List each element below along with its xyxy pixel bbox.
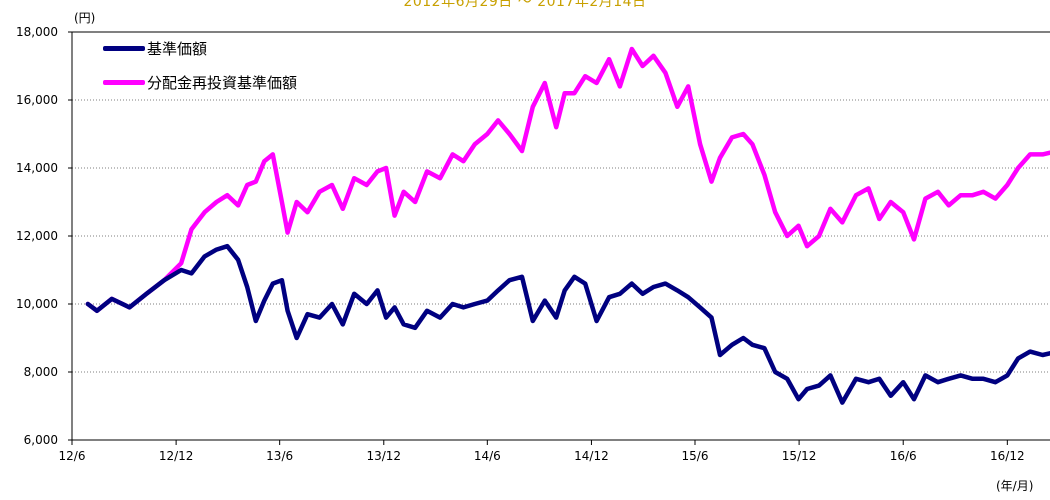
- series-line-nav: [85, 243, 1050, 405]
- y-tick-label: 18,000: [16, 25, 58, 39]
- x-tick-label: 12/12: [159, 449, 194, 463]
- series-layer: [85, 46, 1050, 405]
- y-axis-ticks: 6,000 8,000 10,000 12,000 14,000 16,000 18,000: [16, 25, 72, 447]
- legend-label-nav: 基準価額: [147, 39, 208, 58]
- x-axis-unit-label: (年/月): [996, 479, 1034, 493]
- x-tick-label: 14/12: [574, 449, 609, 463]
- y-axis-unit-label: (円): [74, 11, 96, 25]
- y-tick-label: 8,000: [24, 365, 58, 379]
- x-tick-label: 13/6: [266, 449, 293, 463]
- legend-swatch-nav: [103, 45, 145, 51]
- x-tick-label: 16/6: [890, 449, 917, 463]
- legend-swatch-reinvested: [103, 79, 145, 85]
- x-tick-label: 14/6: [474, 449, 501, 463]
- x-tick-label: 12/6: [59, 449, 86, 463]
- y-tick-label: 6,000: [24, 433, 58, 447]
- chart-subtitle: 2012年6月29日 ～ 2017年2月14日: [403, 0, 647, 10]
- y-tick-label: 10,000: [16, 297, 58, 311]
- x-tick-label: 15/12: [782, 449, 817, 463]
- series-line-reinvested: [85, 46, 1050, 314]
- y-tick-label: 14,000: [16, 161, 58, 175]
- legend-item-reinvested: 分配金再投資基準価額: [103, 70, 297, 94]
- y-tick-label: 12,000: [16, 229, 58, 243]
- y-tick-label: 16,000: [16, 93, 58, 107]
- legend-label-reinvested: 分配金再投資基準価額: [147, 73, 298, 92]
- gridlines: [72, 99, 1050, 373]
- x-axis-ticks: 12/6 12/12 13/6 13/12 14/6 14/12 15/6 15/12 16/6…: [59, 440, 1025, 463]
- x-tick-label: 15/6: [682, 449, 709, 463]
- legend-item-nav: 基準価額: [103, 36, 207, 60]
- x-tick-label: 16/12: [990, 449, 1025, 463]
- x-tick-label: 13/12: [366, 449, 401, 463]
